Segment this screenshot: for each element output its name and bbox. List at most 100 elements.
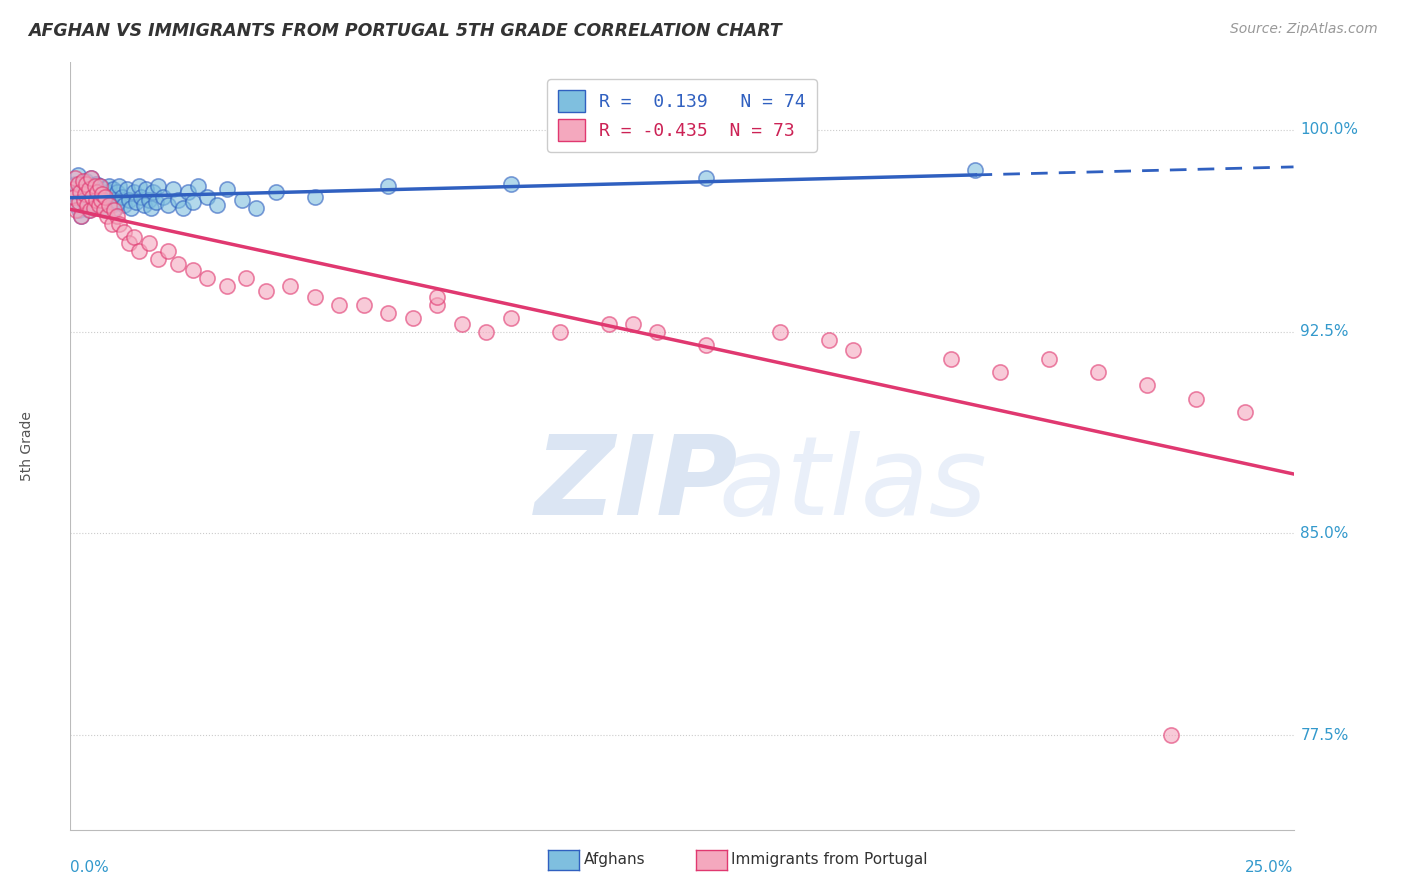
Point <box>86 187 108 202</box>
Text: 77.5%: 77.5% <box>1301 728 1348 743</box>
Point <box>83 179 105 194</box>
Point <box>66 169 89 183</box>
Point <box>817 333 839 347</box>
Point <box>598 317 620 331</box>
Point <box>89 179 111 194</box>
Point <box>75 177 97 191</box>
Point <box>90 193 112 207</box>
Point <box>72 177 94 191</box>
Point <box>132 198 155 212</box>
Point <box>73 187 96 202</box>
Point <box>1184 392 1206 406</box>
Point <box>988 365 1011 379</box>
Point <box>157 198 180 212</box>
Point <box>1038 351 1060 366</box>
Point <box>93 190 115 204</box>
Point <box>62 182 84 196</box>
Point <box>66 177 89 191</box>
Point <box>93 182 115 196</box>
Point <box>1233 405 1256 419</box>
Text: ZIP: ZIP <box>536 431 738 538</box>
Point <box>101 217 124 231</box>
Point <box>63 171 86 186</box>
Point <box>377 179 399 194</box>
Point <box>77 182 100 196</box>
Point <box>69 185 91 199</box>
Point <box>304 190 326 204</box>
Point <box>86 185 108 199</box>
Point <box>125 195 148 210</box>
Point <box>939 351 962 366</box>
Point <box>75 174 97 188</box>
Point <box>115 182 138 196</box>
Point <box>83 179 105 194</box>
Point <box>62 182 84 196</box>
Point <box>695 171 717 186</box>
Point <box>103 203 125 218</box>
Point <box>142 185 165 199</box>
Point <box>162 182 184 196</box>
Point <box>139 201 162 215</box>
Point <box>83 201 105 215</box>
Point <box>98 179 121 194</box>
Point <box>107 195 129 210</box>
Point <box>84 193 107 207</box>
Point <box>177 185 200 199</box>
Point <box>93 203 115 218</box>
Point <box>112 225 135 239</box>
Point <box>77 203 100 218</box>
Point <box>695 338 717 352</box>
Point <box>426 298 449 312</box>
Point <box>101 198 124 212</box>
Point <box>426 290 449 304</box>
Point <box>73 193 96 207</box>
Text: 0.0%: 0.0% <box>70 860 110 875</box>
Point <box>499 311 522 326</box>
Text: Immigrants from Portugal: Immigrants from Portugal <box>731 853 928 867</box>
Point <box>205 198 228 212</box>
Point <box>231 193 253 207</box>
Text: 25.0%: 25.0% <box>1246 860 1294 875</box>
Point <box>111 190 134 204</box>
Point <box>103 193 125 207</box>
Point <box>70 209 93 223</box>
Point <box>181 195 204 210</box>
Point <box>94 203 117 218</box>
Text: 5th Grade: 5th Grade <box>21 411 35 481</box>
Text: 85.0%: 85.0% <box>1301 526 1348 541</box>
Point <box>103 182 125 196</box>
Point <box>112 198 135 212</box>
Point <box>122 230 145 244</box>
Point <box>87 195 110 210</box>
Text: Afghans: Afghans <box>583 853 645 867</box>
Point <box>91 187 114 202</box>
Point <box>87 198 110 212</box>
Point <box>135 182 157 196</box>
Point <box>328 298 350 312</box>
Point <box>842 343 865 358</box>
Point <box>97 195 120 210</box>
Point <box>72 174 94 188</box>
Point <box>73 195 96 210</box>
Point <box>195 270 218 285</box>
Point <box>118 235 141 250</box>
Point <box>100 190 122 204</box>
Point <box>195 190 218 204</box>
Point <box>235 270 257 285</box>
Point <box>450 317 472 331</box>
Point <box>965 163 987 178</box>
Point <box>254 284 277 298</box>
Point <box>105 185 128 199</box>
Point <box>96 209 118 223</box>
Legend: R =  0.139   N = 74, R = -0.435  N = 73: R = 0.139 N = 74, R = -0.435 N = 73 <box>547 79 817 152</box>
Point <box>108 179 131 194</box>
Point <box>82 190 104 204</box>
Point <box>280 278 302 293</box>
Point <box>67 203 90 218</box>
Point <box>138 193 160 207</box>
Point <box>128 179 150 194</box>
Point <box>76 198 98 212</box>
Point <box>65 203 87 218</box>
Point <box>499 177 522 191</box>
Point <box>73 187 96 202</box>
